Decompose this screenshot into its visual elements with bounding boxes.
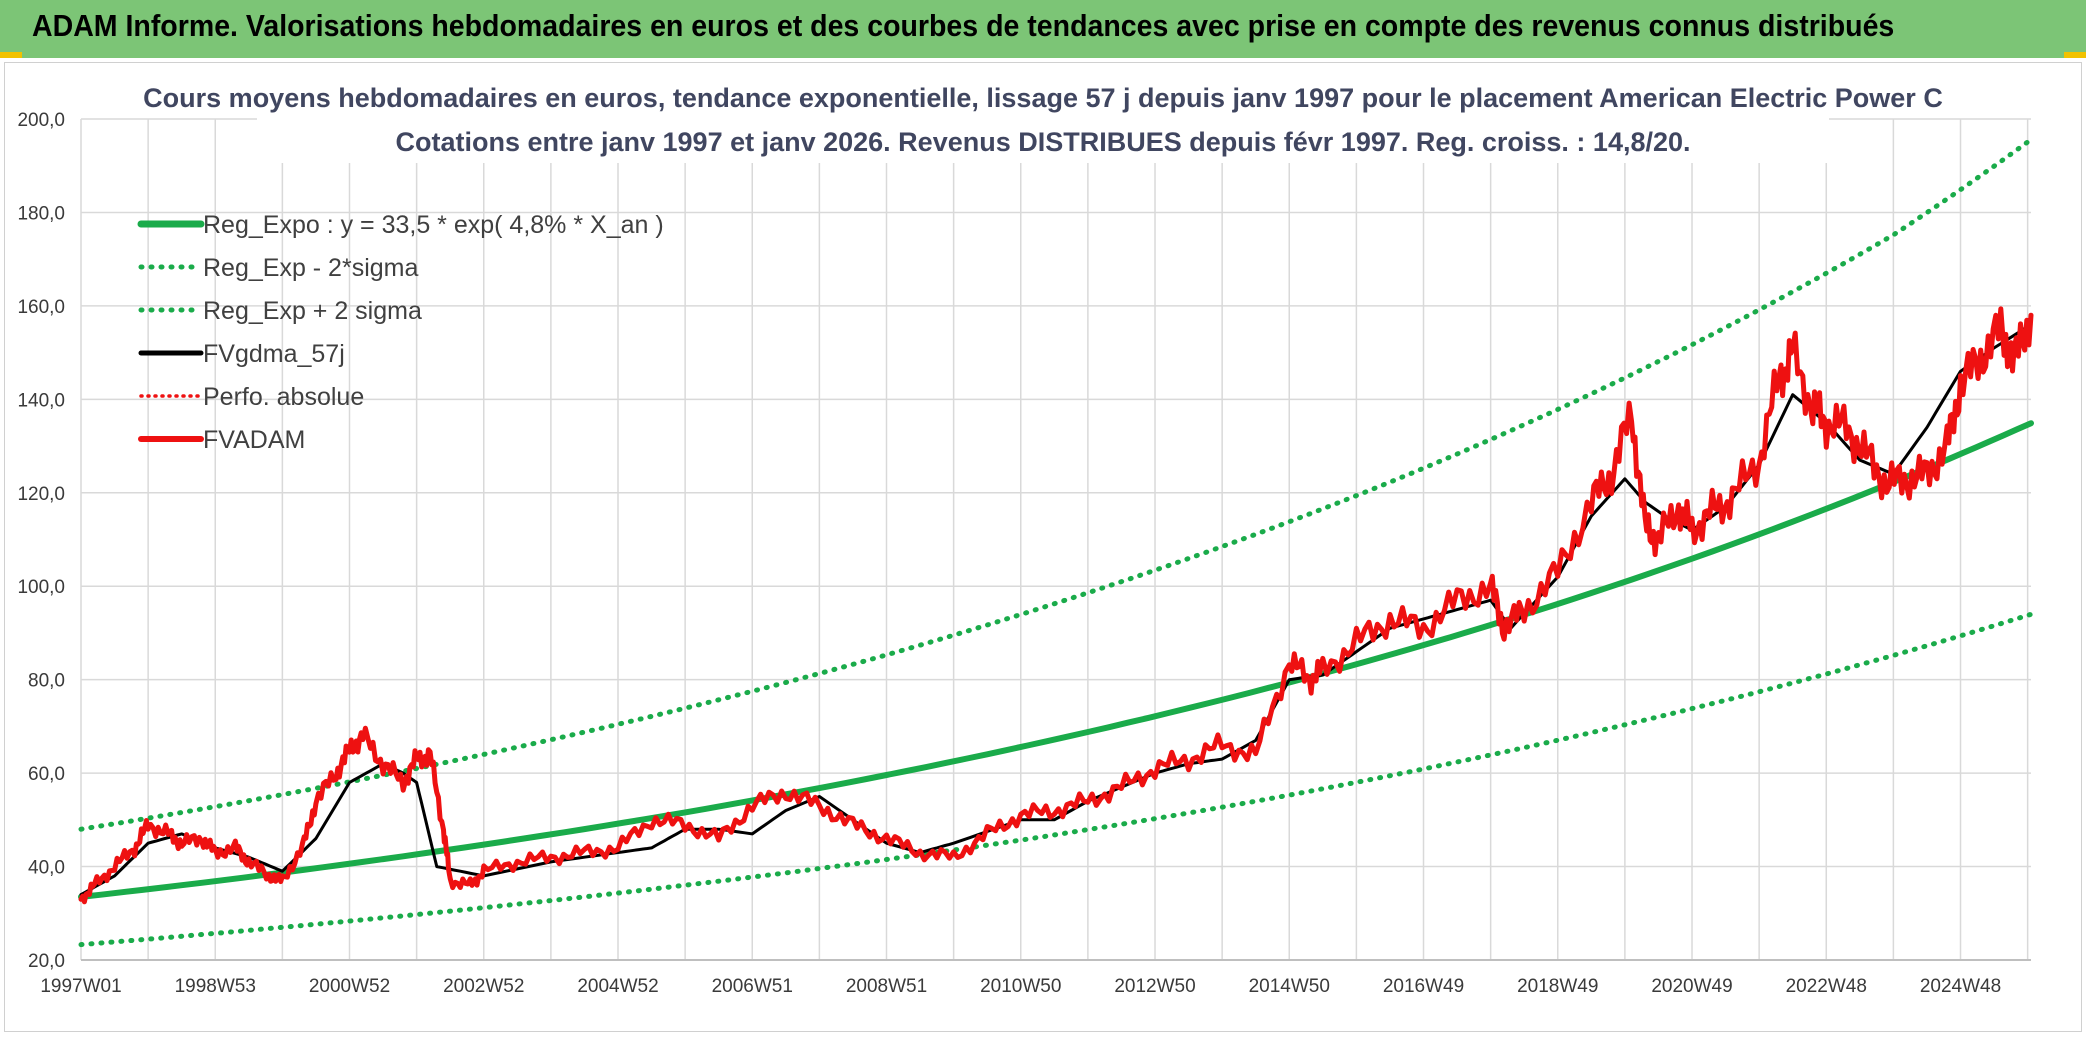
legend-label: FVADAM bbox=[203, 426, 305, 454]
series-line-1 bbox=[78, 611, 2034, 948]
series-layer bbox=[78, 137, 2034, 948]
title-backdrop bbox=[257, 67, 1829, 163]
x-tick-label: 2022W48 bbox=[1786, 976, 1867, 997]
y-tick-label: 80,0 bbox=[28, 671, 65, 692]
x-tick-label: 2018W49 bbox=[1517, 976, 1598, 997]
series-line-0 bbox=[78, 420, 2034, 900]
y-tick-label: 140,0 bbox=[17, 390, 65, 411]
x-tick-label: 2000W52 bbox=[309, 976, 390, 997]
legend-label: Perfo. absolue bbox=[203, 383, 364, 411]
legend-label: Reg_Exp - 2*sigma bbox=[203, 254, 418, 282]
chart-subtitle: Cotations entre janv 1997 et janv 2026. … bbox=[395, 127, 1690, 157]
x-tick-label: 1998W53 bbox=[175, 976, 256, 997]
legend-label: Reg_Expo : y = 33,5 * exp( 4,8% * X_an ) bbox=[203, 211, 664, 239]
x-tick-label: 2016W49 bbox=[1383, 976, 1464, 997]
grid-lines bbox=[80, 118, 2031, 961]
y-tick-label: 200,0 bbox=[17, 110, 65, 131]
y-tick-label: 120,0 bbox=[17, 484, 65, 505]
axis-layer: 20,0 40,0 60,0 80,0 100,0 120,0 140,0 160,0 180,… bbox=[17, 110, 2031, 997]
y-tick-label: 20,0 bbox=[28, 951, 65, 972]
y-tick-label: 100,0 bbox=[17, 577, 65, 598]
legend-label: FVgdma_57j bbox=[203, 340, 345, 368]
legend: Reg_Expo : y = 33,5 * exp( 4,8% * X_an )… bbox=[137, 211, 664, 454]
y-tick-label: 40,0 bbox=[28, 858, 65, 879]
chart-area: 20,0 40,0 60,0 80,0 100,0 120,0 140,0 160,0 180,… bbox=[4, 62, 2082, 1032]
x-tick-label: 2014W50 bbox=[1249, 976, 1330, 997]
y-tick-label: 160,0 bbox=[17, 297, 65, 318]
x-tick-label: 2004W52 bbox=[577, 976, 658, 997]
x-tick-label: 2012W50 bbox=[1114, 976, 1195, 997]
x-tick-label: 2020W49 bbox=[1651, 976, 1732, 997]
x-tick-label: 2006W51 bbox=[712, 976, 793, 997]
y-tick-label: 180,0 bbox=[17, 203, 65, 224]
series-line-2 bbox=[78, 137, 2034, 832]
chart-title: Cours moyens hebdomadaires en euros, ten… bbox=[143, 83, 1943, 113]
y-tick-label: 60,0 bbox=[28, 764, 65, 785]
banner-corner-right bbox=[2064, 52, 2086, 58]
report-title: ADAM Informe. Valorisations hebdomadaire… bbox=[32, 8, 1895, 43]
line-chart: 20,0 40,0 60,0 80,0 100,0 120,0 140,0 160,0 180,… bbox=[17, 67, 2034, 997]
series-line-4 bbox=[78, 306, 2034, 905]
x-tick-label: 2010W50 bbox=[980, 976, 1061, 997]
x-tick-label: 2008W51 bbox=[846, 976, 927, 997]
x-tick-label: 1997W01 bbox=[40, 976, 121, 997]
banner-corner-left bbox=[0, 52, 22, 58]
report-banner: ADAM Informe. Valorisations hebdomadaire… bbox=[0, 0, 2086, 58]
x-tick-label: 2002W52 bbox=[443, 976, 524, 997]
legend-label: Reg_Exp + 2 sigma bbox=[203, 297, 422, 325]
x-tick-label: 2024W48 bbox=[1920, 976, 2001, 997]
